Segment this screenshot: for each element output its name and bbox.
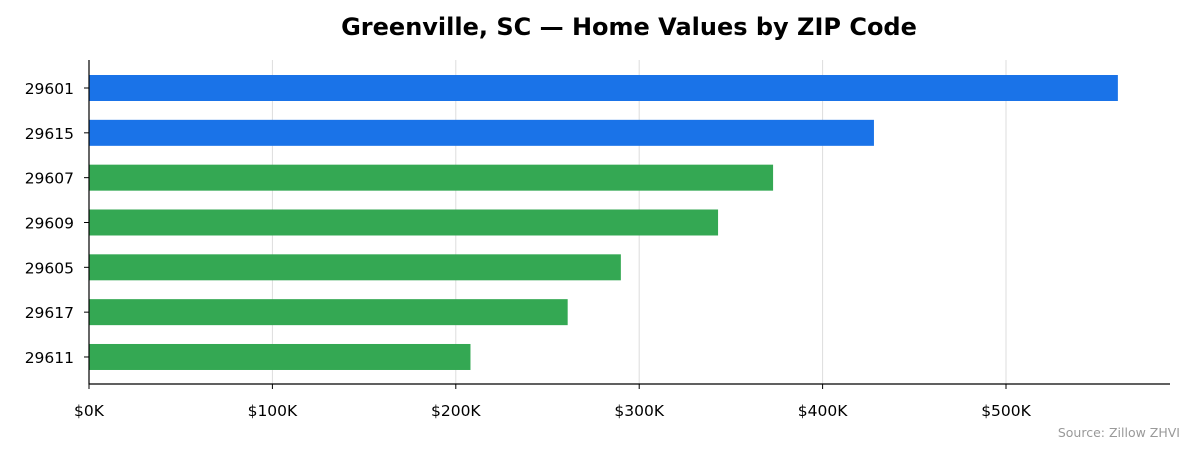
bar-29605 xyxy=(89,254,621,281)
y-tick-label: 29601 xyxy=(25,80,74,98)
bars xyxy=(89,75,1118,370)
x-tick-label: $200K xyxy=(431,402,481,420)
x-tick-label: $500K xyxy=(981,402,1031,420)
y-tick-label: 29607 xyxy=(25,170,74,188)
bar-29601 xyxy=(89,75,1118,101)
x-tick-label: $400K xyxy=(798,402,848,420)
source-note: Source: Zillow ZHVI xyxy=(1058,425,1180,440)
x-tick-label: $0K xyxy=(74,402,105,420)
y-axis-ticks: 29601 29615 29607 29609 29605 29617 29611 xyxy=(25,80,89,367)
x-tick-label: $100K xyxy=(248,402,298,420)
bar-29617 xyxy=(89,299,568,326)
chart-title: Greenville, SC — Home Values by ZIP Code xyxy=(341,13,917,41)
y-tick-label: 29609 xyxy=(25,214,74,232)
bar-29611 xyxy=(89,343,471,370)
x-axis-ticks: $0K $100K $200K $300K $400K $500K xyxy=(74,384,1032,420)
bar-29609 xyxy=(89,209,719,236)
x-tick-label: $300K xyxy=(614,402,664,420)
bar-29615 xyxy=(89,119,874,146)
y-tick-label: 29615 xyxy=(25,125,74,143)
y-tick-label: 29611 xyxy=(25,349,74,367)
y-tick-label: 29617 xyxy=(25,304,74,322)
bar-29607 xyxy=(89,164,774,191)
y-tick-label: 29605 xyxy=(25,259,74,277)
